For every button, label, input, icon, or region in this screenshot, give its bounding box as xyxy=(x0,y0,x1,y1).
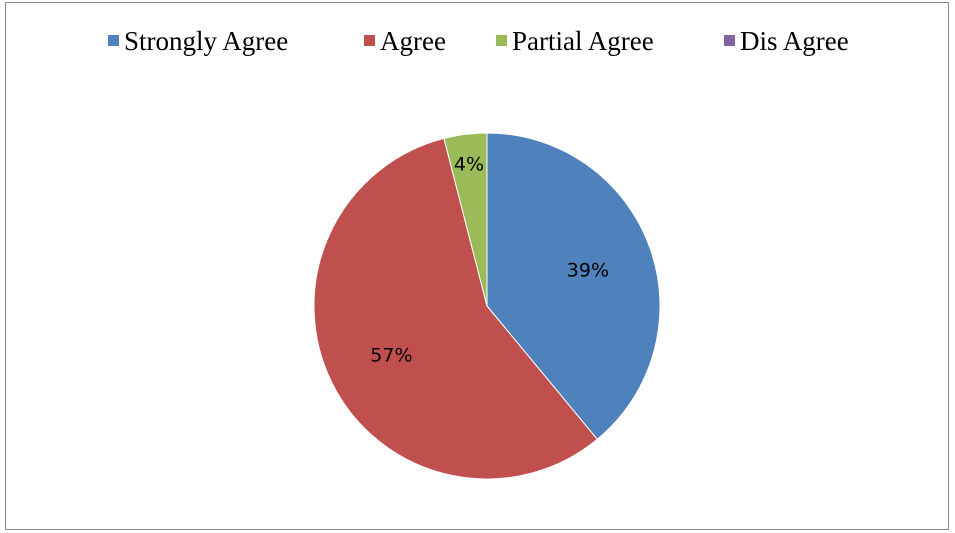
legend-swatch-strongly-agree xyxy=(108,35,119,46)
legend-label-partial-agree: Partial Agree xyxy=(512,26,654,56)
pie-slice-agree xyxy=(313,137,598,480)
legend-label-agree: Agree xyxy=(380,26,446,56)
data-label-agree: 57% xyxy=(370,345,412,367)
pie-slice-strongly-agree xyxy=(486,132,661,441)
pie-chart: Strongly Agree Agree Partial Agree Dis Agre… xyxy=(108,26,849,480)
data-label-strongly-agree: 39% xyxy=(567,260,609,282)
data-label-partial-agree: 4% xyxy=(454,154,484,176)
chart-legend: Strongly Agree Agree Partial Agree Dis Agre… xyxy=(108,26,849,56)
pie-slices xyxy=(313,132,661,480)
chart-frame: Strongly Agree Agree Partial Agree Dis Agre… xyxy=(5,2,949,530)
legend-swatch-agree xyxy=(364,35,375,46)
legend-swatch-partial-agree xyxy=(496,35,507,46)
legend-label-dis-agree: Dis Agree xyxy=(740,26,849,56)
legend-swatch-dis-agree xyxy=(724,35,735,46)
pie-data-labels: 39% 57% 4% xyxy=(370,154,609,367)
legend-label-strongly-agree: Strongly Agree xyxy=(124,26,288,56)
pie-slice-partial-agree xyxy=(443,132,488,307)
